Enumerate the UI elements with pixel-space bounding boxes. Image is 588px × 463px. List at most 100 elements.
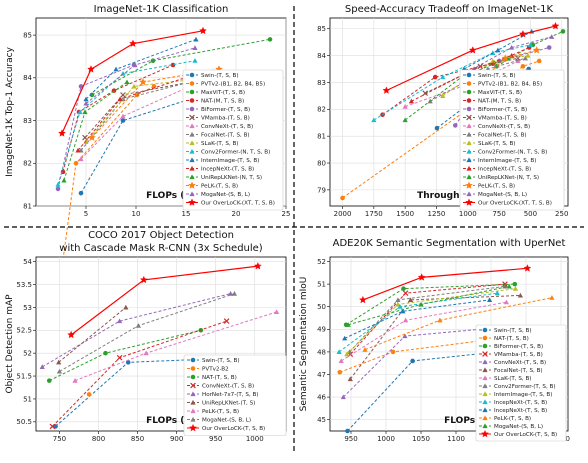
data-point [400,308,406,314]
legend: Swin-(T, S, B) PVTv2-(B1, B2, B4, B5) MaxV… [459,69,565,211]
data-point [192,45,198,50]
legend-label: BiFormer-(T, S, B) [478,107,527,113]
data-point [338,358,344,364]
series-line [61,30,204,134]
legend: Swin-(T, S, B) PVTv2-(B1, B2, B4, B5) MaxV… [182,69,284,211]
legend-label: InternImage-(T, S, B) [494,392,552,398]
legend-label: NAT-(M, T, S, B) [201,99,244,105]
legend-label: FocalNet-(T, S, B) [494,368,543,374]
data-point [125,360,131,365]
data-point [113,66,119,72]
legend-box [459,69,565,211]
data-point [422,90,429,97]
data-point [345,428,350,434]
legend-marker [189,72,195,78]
chart-panel-4: 9501000105011001150120012504546474849505… [299,238,570,443]
y-tick-label: 46 [317,394,326,402]
series-9 [344,286,519,357]
x-tick-label: 1000 [246,435,264,443]
chart-title: ImageNet-1K Classification [94,4,229,15]
data-point [227,291,234,296]
data-point [274,309,280,315]
legend-marker [482,391,488,397]
x-tick-label: 850 [131,435,144,443]
y-tick-label: 49 [317,326,326,334]
data-point [116,354,123,361]
y-tick-label: 51.5 [16,372,32,380]
x-tick-label: 1000 [377,435,395,443]
legend-label: InternImage-(T, S, B) [201,158,259,164]
legend-marker [482,335,488,341]
y-tick-label: 84 [23,74,32,82]
y-tick-label: 79 [317,186,326,194]
data-point [403,317,409,323]
data-point [231,291,238,296]
x-tick-label: 950 [209,435,222,443]
series-16 [382,21,560,94]
chart-title: ADE20K Semantic Segmentation with UperNe… [333,238,566,249]
legend-marker [466,148,472,154]
x-tick-label: 950 [344,435,357,443]
data-point [340,195,345,201]
data-point [371,117,377,123]
data-point [139,77,147,86]
legend-label: Conv2Former-(T, S, B) [494,384,556,390]
data-point [61,177,67,183]
y-tick-label: 82 [317,106,326,114]
legend-label: MaxViT-(T, S, B) [201,90,245,96]
data-point [120,118,126,123]
series-line [463,30,532,70]
legend-label: UniRepLKNet-(N, T, S) [478,175,539,181]
legend-marker [482,359,488,365]
legend-label: PeLK-(T, S, B) [201,184,238,190]
data-point [525,53,531,58]
series-4 [49,318,230,430]
legend-label: BiFormer-(T, S, B) [494,344,543,350]
data-point [77,109,83,115]
x-tick-label: 5 [84,210,88,218]
data-point [509,44,515,50]
data-point [452,123,458,128]
data-point [390,349,396,355]
series-line [41,293,231,368]
y-tick-label: 85 [23,31,32,39]
data-point [536,58,542,64]
data-point [82,109,88,115]
chart-subtitle: with Cascade Mask R-CNN (3x Schedule) [59,243,263,254]
y-tick-label: 53 [23,304,32,312]
legend-label: VMamba-(T, S, B) [201,116,250,122]
series-2 [340,58,542,201]
chart-panel-3: 750 800 850 900 950 1000 50.5 51 51.5 52 52.5 53 53.… [5,230,287,443]
legend-marker [190,382,196,389]
data-point [39,364,45,369]
series-10 [336,290,500,354]
data-point [267,37,273,42]
x-tick-label: 750 [53,435,66,443]
legend-label: NAT-(T, S, B) [494,336,529,342]
legend-label: ConvNeXt-(T, S, B) [494,360,546,366]
legend-marker [481,429,489,438]
data-point [143,350,149,356]
legend-marker [190,374,196,380]
data-point [494,290,500,296]
series-line [80,98,191,194]
y-tick-label: 52.5 [16,327,32,335]
data-point [86,392,92,397]
legend-label: FocalNet-(T, S, B) [201,133,250,139]
data-point [117,96,123,102]
x-tick-label: 1250 [428,210,446,218]
data-point [345,322,351,327]
legend-marker [188,181,196,189]
data-point [397,304,403,309]
legend-label: ConvNeXt-(T, S, B) [478,124,530,130]
data-point [546,45,552,50]
series-12 [362,295,555,352]
series-line [344,299,490,339]
y-tick-label: 85 [317,25,326,33]
data-point [83,96,89,102]
x-tick-label: 20 [232,210,241,218]
legend-label: Swin-(T, S, B) [478,73,516,79]
data-point [103,350,108,356]
series-7 [338,299,509,364]
